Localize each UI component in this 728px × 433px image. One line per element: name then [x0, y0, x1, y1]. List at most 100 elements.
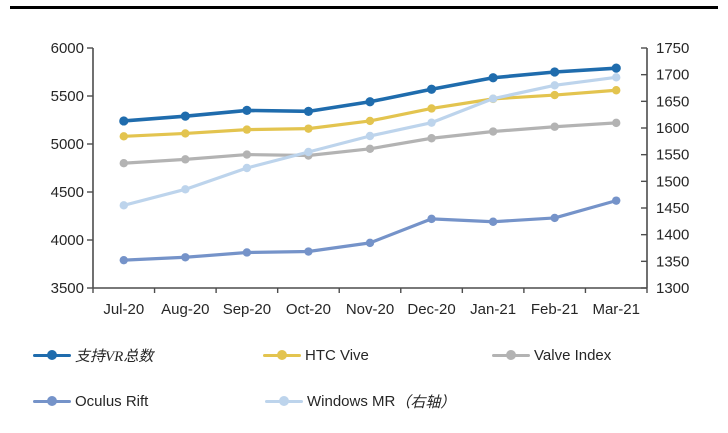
left-axis-tick-label: 5500 — [51, 88, 84, 105]
data-point — [550, 67, 560, 77]
left-axis-tick-label: 4000 — [51, 232, 84, 249]
series-line — [122, 199, 618, 262]
legend-line-icon — [265, 399, 303, 403]
right-axis-tick-label: 1750 — [656, 40, 689, 57]
legend-item-zhichi-vr-zongshu: 支持VR总数 — [33, 347, 154, 365]
data-point — [427, 134, 436, 143]
data-point — [612, 118, 621, 128]
data-point — [550, 122, 559, 131]
data-point — [181, 185, 190, 194]
x-axis-category-label: Dec-20 — [407, 301, 455, 318]
right-axis-tick-label: 1300 — [656, 280, 689, 297]
x-axis-category-label: Mar-21 — [592, 301, 640, 318]
data-point — [242, 248, 252, 257]
legend-dot-icon — [47, 396, 57, 406]
right-axis-tick-label: 1600 — [656, 120, 689, 137]
data-point — [550, 213, 559, 223]
series-2 — [119, 86, 621, 141]
legend-label: （右轴） — [395, 394, 456, 411]
legend-item-htc-vive: HTC Vive — [263, 346, 369, 364]
right-axis-tick-label: 1400 — [656, 227, 689, 244]
data-point — [611, 63, 621, 73]
data-point — [242, 105, 252, 115]
left-axis-tick-label: 4500 — [51, 184, 84, 201]
legend-item-windows-mr: Windows MR （右轴） — [265, 392, 456, 411]
data-point — [365, 97, 375, 107]
legend-swatch-windows-mr — [265, 396, 303, 406]
legend-swatch-valve-index — [492, 350, 530, 360]
data-point — [181, 253, 190, 262]
series-4 — [119, 196, 621, 265]
right-axis-tick-label: 1450 — [656, 200, 689, 217]
x-axis-category-label: Jul-20 — [103, 301, 144, 318]
data-point — [242, 125, 252, 134]
left-axis-ticks: 3500 4000 4500 5000 5500 6000 — [51, 40, 93, 297]
right-axis-tick-label: 1550 — [656, 147, 689, 164]
data-point — [612, 86, 621, 95]
legend-line-icon — [263, 353, 301, 357]
left-axis-tick-label: 3500 — [51, 280, 84, 297]
legend-label: HTC Vive — [305, 346, 369, 364]
data-point — [304, 247, 313, 256]
data-point — [181, 155, 190, 164]
axes — [92, 48, 648, 289]
data-point — [119, 159, 128, 168]
legend-dot-icon — [506, 350, 516, 360]
x-axis-category-label: Aug-20 — [161, 301, 209, 318]
data-point — [119, 255, 128, 265]
x-axis-category-label: Feb-21 — [531, 301, 579, 318]
top-divider-line — [10, 6, 718, 9]
data-point — [303, 106, 314, 116]
data-point — [365, 131, 375, 141]
legend-item-valve-index: Valve Index — [492, 346, 612, 364]
legend-item-oculus-rift: Oculus Rift — [33, 392, 149, 410]
data-point — [242, 163, 252, 173]
series-5 — [119, 73, 621, 210]
legend-line-icon — [33, 353, 71, 357]
data-point — [426, 84, 437, 94]
legend-dot-icon — [279, 396, 289, 406]
legend-dot-icon — [277, 350, 287, 360]
data-point — [180, 111, 190, 121]
vr-support-line-chart: 3500 4000 4500 5000 5500 6000 1300 1350 1400 1450… — [51, 40, 690, 318]
left-axis-tick-label: 5000 — [51, 136, 84, 153]
x-axis-category-label: Nov-20 — [346, 301, 394, 318]
legend-label: Windows MR — [307, 392, 396, 410]
left-axis-tick-label: 6000 — [51, 40, 84, 57]
legend-dot-icon — [47, 350, 57, 360]
legend-label: Valve Index — [534, 346, 612, 364]
data-point — [488, 127, 498, 136]
data-point — [612, 73, 621, 82]
legend-line-icon — [492, 353, 530, 357]
x-axis-category-label: Sep-20 — [223, 301, 271, 318]
data-point — [119, 116, 129, 126]
data-point — [488, 73, 498, 83]
series-line — [122, 121, 618, 165]
data-point — [304, 147, 313, 157]
x-axis-ticks: Jul-20 Aug-20 Sep-20 Oct-20 Nov-20 Dec-20 Jan-… — [92, 288, 648, 318]
series-3 — [119, 118, 621, 168]
x-axis-category-label: Oct-20 — [286, 301, 331, 318]
data-point — [365, 238, 375, 248]
legend-swatch-zhichi-vr-zongshu — [33, 350, 71, 360]
legend-label: 支持VR总数 — [75, 348, 154, 365]
right-axis-tick-label: 1350 — [656, 253, 689, 270]
data-point — [612, 196, 621, 205]
data-point — [427, 118, 436, 127]
data-point — [365, 144, 375, 153]
data-point — [119, 132, 128, 141]
data-point — [119, 201, 128, 210]
right-axis-tick-label: 1650 — [656, 93, 689, 110]
data-point — [365, 116, 375, 126]
legend-label: Oculus Rift — [75, 392, 149, 410]
right-axis-tick-label: 1500 — [656, 173, 689, 190]
right-axis-ticks: 1300 1350 1400 1450 1500 1550 1600 1650 1700 1750 — [641, 40, 689, 297]
x-axis-category-label: Jan-21 — [470, 301, 516, 318]
legend-swatch-htc-vive — [263, 350, 301, 360]
legend-line-icon — [33, 399, 71, 403]
data-point — [488, 94, 498, 103]
data-point — [242, 150, 252, 159]
right-axis-tick-label: 1700 — [656, 67, 689, 84]
data-point — [427, 104, 436, 113]
